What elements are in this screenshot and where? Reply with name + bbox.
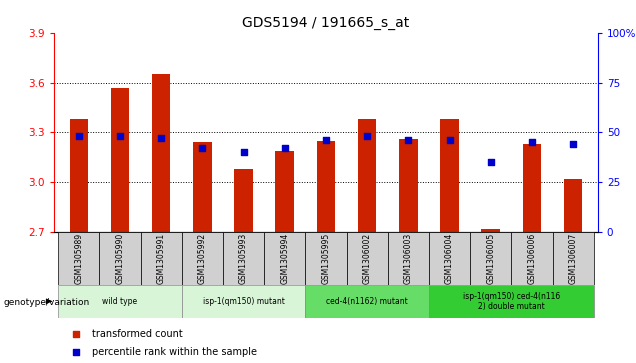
Bar <box>305 232 347 285</box>
Bar <box>564 179 583 232</box>
Bar <box>152 74 170 232</box>
Bar <box>99 232 141 285</box>
Point <box>486 160 496 166</box>
Bar <box>388 232 429 285</box>
Point <box>568 142 578 147</box>
Point <box>445 138 455 143</box>
Bar <box>141 232 182 285</box>
Point <box>197 146 207 151</box>
Text: ced-4(n1162) mutant: ced-4(n1162) mutant <box>326 297 408 306</box>
Point <box>74 134 84 139</box>
Text: isp-1(qm150) mutant: isp-1(qm150) mutant <box>203 297 284 306</box>
Point <box>156 136 166 142</box>
Text: GSM1305995: GSM1305995 <box>321 233 331 284</box>
Bar <box>275 151 294 232</box>
Text: genotype/variation: genotype/variation <box>3 298 90 306</box>
Point <box>527 139 537 145</box>
Text: transformed count: transformed count <box>92 329 183 339</box>
Bar <box>182 232 223 285</box>
Bar <box>481 229 500 232</box>
Text: GSM1306003: GSM1306003 <box>404 233 413 284</box>
Text: GSM1306006: GSM1306006 <box>527 233 536 284</box>
Text: GSM1306007: GSM1306007 <box>569 233 577 284</box>
Bar <box>429 285 594 318</box>
Text: GSM1305990: GSM1305990 <box>116 233 125 284</box>
Text: wild type: wild type <box>102 297 137 306</box>
Bar <box>429 232 470 285</box>
Text: GSM1305989: GSM1305989 <box>74 233 83 284</box>
Bar <box>223 232 264 285</box>
Bar <box>58 285 182 318</box>
Bar <box>111 87 129 232</box>
Point <box>321 138 331 143</box>
Text: GSM1306002: GSM1306002 <box>363 233 371 284</box>
Bar <box>358 119 377 232</box>
Bar <box>440 119 459 232</box>
Bar <box>234 169 253 232</box>
Bar <box>58 232 99 285</box>
Bar <box>399 139 418 232</box>
Text: GSM1305993: GSM1305993 <box>239 233 248 284</box>
Text: GSM1306005: GSM1306005 <box>487 233 495 284</box>
Text: isp-1(qm150) ced-4(n116
2) double mutant: isp-1(qm150) ced-4(n116 2) double mutant <box>463 291 560 311</box>
Point <box>71 331 81 337</box>
Bar <box>511 232 553 285</box>
Bar <box>193 142 212 232</box>
Bar <box>523 144 541 232</box>
Bar <box>264 232 305 285</box>
Point <box>280 146 290 151</box>
Point <box>71 349 81 355</box>
Point <box>238 150 249 155</box>
Text: GSM1305994: GSM1305994 <box>280 233 289 284</box>
Bar <box>305 285 429 318</box>
Point <box>403 138 413 143</box>
Bar <box>347 232 388 285</box>
Bar <box>69 119 88 232</box>
Text: percentile rank within the sample: percentile rank within the sample <box>92 347 257 357</box>
Text: GSM1305992: GSM1305992 <box>198 233 207 284</box>
Bar <box>182 285 305 318</box>
Text: GSM1306004: GSM1306004 <box>445 233 454 284</box>
Title: GDS5194 / 191665_s_at: GDS5194 / 191665_s_at <box>242 16 410 30</box>
Point <box>115 134 125 139</box>
Text: GSM1305991: GSM1305991 <box>156 233 165 284</box>
Bar <box>553 232 594 285</box>
Bar <box>470 232 511 285</box>
Bar <box>317 141 335 232</box>
Point <box>362 134 372 139</box>
